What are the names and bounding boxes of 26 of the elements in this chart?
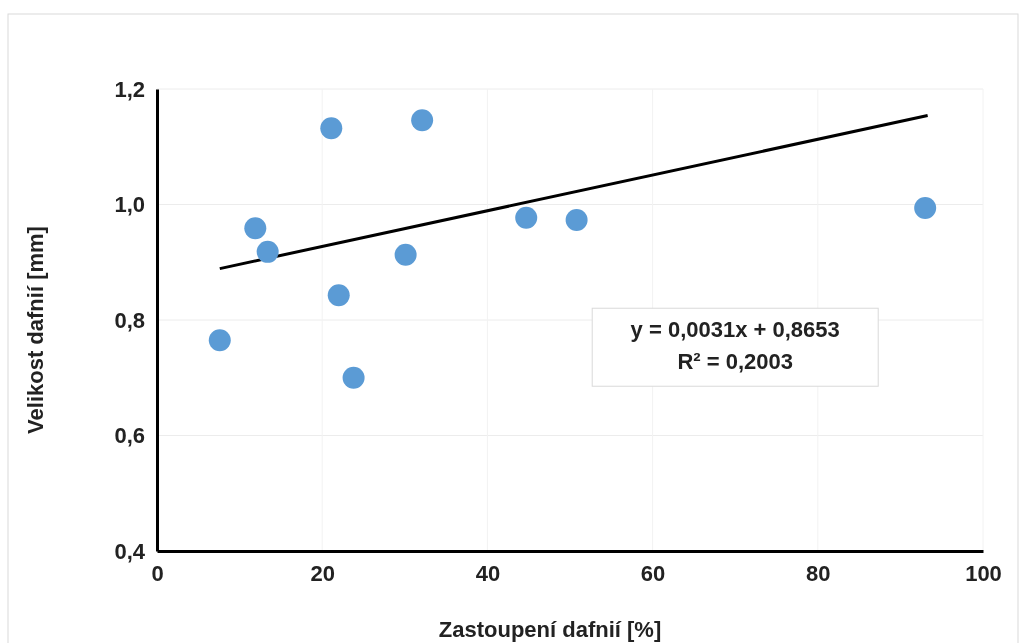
- equation-box: y = 0,0031x + 0,8653 R² = 0,2003: [591, 307, 879, 387]
- y-tick-label: 1,2: [114, 76, 145, 102]
- y-tick-label: 0,6: [114, 423, 145, 449]
- x-axis-title: Zastoupení dafnií [%]: [438, 617, 662, 642]
- y-tick-label: 0,4: [114, 538, 146, 564]
- x-tick-label: 0: [151, 560, 164, 586]
- x-tick-label: 40: [475, 560, 501, 586]
- annotation: y = 0,0031x + 0,8653 R² = 0,2003: [630, 317, 840, 375]
- x-tick-label: 100: [965, 560, 1002, 586]
- point: [256, 240, 279, 263]
- point: [411, 109, 434, 132]
- point: [515, 206, 538, 229]
- point: [327, 284, 350, 307]
- point: [394, 243, 417, 266]
- y-axis-title: Velikost dafnií [mm]: [23, 226, 48, 434]
- x-tick-label: 60: [640, 560, 666, 586]
- y-tick-label: 0,8: [114, 307, 145, 333]
- x-tick-label: 20: [310, 560, 335, 586]
- x-tick-label: 80: [806, 560, 831, 586]
- point: [208, 329, 231, 352]
- point: [320, 117, 343, 140]
- point: [244, 217, 267, 240]
- point: [914, 196, 937, 219]
- point: [565, 209, 588, 232]
- point: [342, 366, 365, 389]
- y-tick-label: 1,0: [114, 192, 145, 218]
